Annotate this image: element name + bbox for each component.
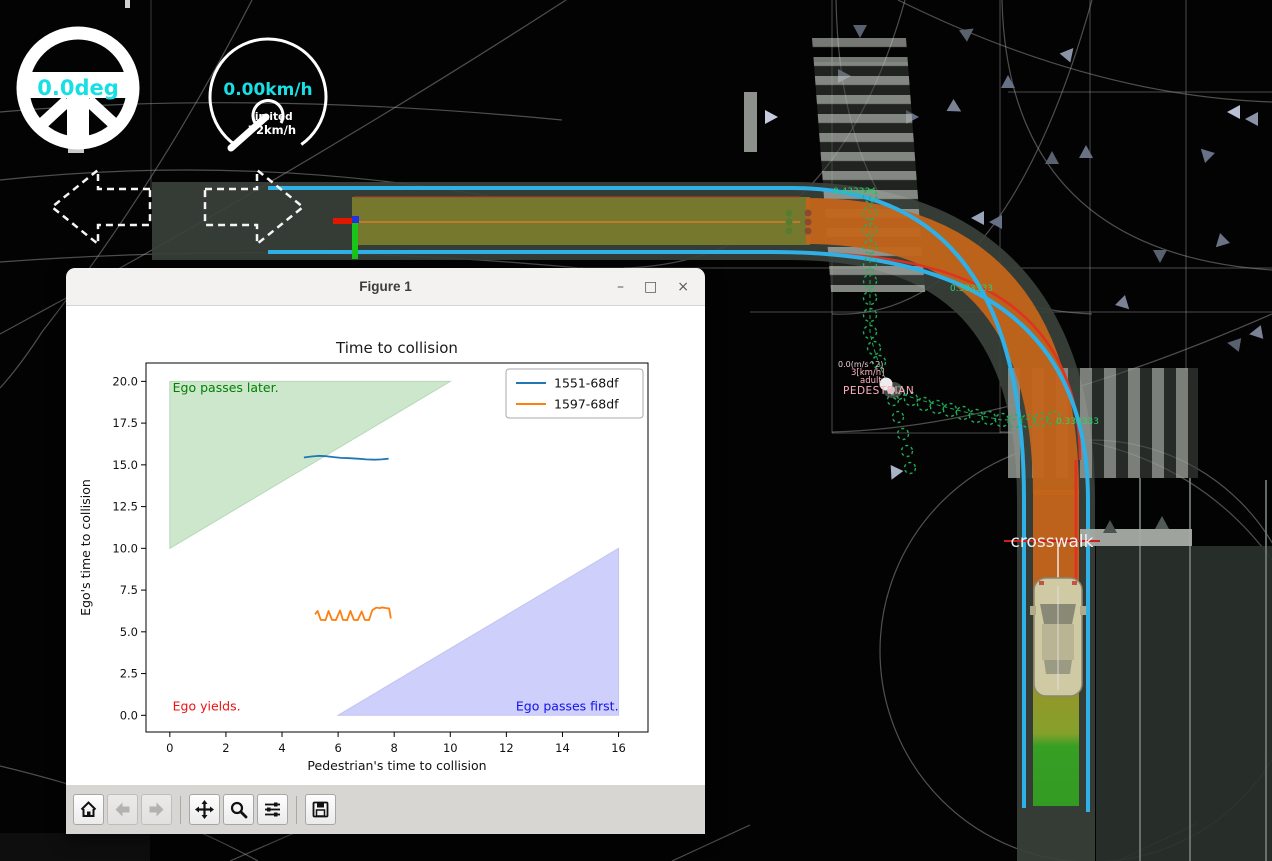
toolbar-home-button[interactable] [73, 794, 104, 825]
y-tick-label: 20.0 [112, 374, 138, 388]
y-tick-label: 5.0 [120, 625, 138, 639]
chart-title: Time to collision [335, 339, 458, 357]
plot-canvas[interactable]: Ego passes later. Ego yields. Ego passes f… [66, 306, 705, 785]
maximize-button[interactable]: □ [644, 278, 658, 295]
figure-window: Figure 1 – □ × Ego passes later. Ego yiel… [66, 268, 705, 834]
y-tick-label: 0.0 [120, 708, 138, 722]
home-icon [80, 801, 97, 817]
chart-series-1551-68df [303, 454, 389, 461]
x-tick-label: 6 [334, 741, 341, 755]
figure-toolbar [66, 785, 705, 834]
legend-entry-label: 1597-68df [554, 397, 619, 412]
toolbar-subplots-button[interactable] [257, 794, 288, 825]
y-tick-label: 12.5 [112, 500, 138, 514]
x-tick-label: 10 [443, 741, 458, 755]
background-texture [0, 0, 152, 861]
toolbar-separator [180, 795, 181, 824]
speedometer-gauge-icon [208, 37, 328, 146]
chart-region-ego-passes-first [336, 547, 620, 716]
ego-vehicle [1030, 545, 1086, 697]
pedestrian-type-label: adult [860, 376, 882, 386]
x-tick-label: 0 [166, 741, 173, 755]
crosswalk-label-group: crosswalk [1004, 532, 1100, 552]
chart-region-ego-passes-later [169, 380, 453, 550]
window-title: Figure 1 [359, 279, 412, 294]
ttc-label-right: 0.333333 [1056, 417, 1099, 427]
window-titlebar[interactable]: Figure 1 – □ × [66, 268, 705, 306]
x-tick-label: 8 [391, 741, 398, 755]
toolbar-zoom-button[interactable] [223, 794, 254, 825]
roadside-terrain [1080, 478, 1272, 861]
chart-annotation: Ego yields. [173, 698, 241, 713]
back-arrow-icon [115, 802, 130, 817]
minimize-button[interactable]: – [617, 278, 625, 295]
forward-arrow-icon [149, 802, 164, 817]
ttc-label-top: 0.433334 [833, 187, 876, 197]
x-axis-label: Pedestrian's time to collision [307, 758, 486, 773]
toolbar-save-button[interactable] [305, 794, 336, 825]
speedometer-needle [227, 113, 270, 152]
toolbar-forward-button[interactable] [141, 794, 172, 825]
y-tick-label: 10.0 [112, 541, 138, 555]
hud-steering-wheel: 0.0deg [16, 26, 140, 150]
ttc-value-labels: 0.433334 0.333333 0.333333 [833, 187, 1099, 427]
left-turn-signal-icon [50, 167, 152, 247]
legend-entry-label: 1551-68df [554, 376, 619, 391]
y-axis-label: Ego's time to collision [78, 479, 93, 616]
plot-frame [145, 362, 649, 733]
right-turn-signal-icon [203, 167, 305, 247]
toolbar-back-button[interactable] [107, 794, 138, 825]
speed-label: 0.00km/h [223, 80, 312, 100]
speed-limit-value: 72km/h [248, 123, 296, 137]
pedestrian-trajectory [862, 188, 1062, 475]
x-tick-label: 14 [555, 741, 570, 755]
close-button[interactable]: × [677, 278, 689, 295]
origin-axes-marker [333, 216, 359, 259]
hud-turn-signals [50, 167, 305, 247]
speed-limit-label: limited [251, 111, 292, 123]
chart-series-1597-68df [314, 606, 392, 622]
y-tick-label: 2.5 [120, 667, 138, 681]
y-tick-label: 7.5 [120, 583, 138, 597]
steering-angle-label: 0.0deg [37, 76, 119, 100]
toolbar-pan-button[interactable] [189, 794, 220, 825]
pedestrian-marker: 0.0(m/s^2) 3[km/h] adult PEDESTRIAN [838, 360, 914, 398]
magnifier-icon [230, 801, 248, 819]
chart-annotation: Ego passes later. [173, 380, 279, 395]
toolbar-separator [296, 795, 297, 824]
x-tick-label: 4 [278, 741, 285, 755]
crosswalk-label: crosswalk [1011, 532, 1094, 552]
x-tick-label: 16 [611, 741, 626, 755]
x-tick-label: 2 [222, 741, 229, 755]
road-markers [744, 92, 812, 235]
chart-legend [505, 368, 644, 419]
pedestrian-name-label: PEDESTRIAN [843, 385, 914, 397]
pan-icon [195, 800, 214, 819]
chart-annotation: Ego passes first. [516, 698, 619, 713]
sliders-icon [265, 802, 280, 817]
y-tick-label: 17.5 [112, 416, 138, 430]
ttc-label-mid: 0.333333 [950, 284, 993, 294]
y-tick-label: 15.0 [112, 458, 138, 472]
road-grid-lines [580, 0, 1272, 434]
pedestrian-speed-label: 3[km/h] [851, 368, 885, 378]
hud-speedometer: 0.00km/h limited 72km/h [208, 37, 328, 152]
pedestrian-accel-label: 0.0(m/s^2) [838, 360, 883, 369]
x-tick-label: 12 [499, 741, 514, 755]
save-floppy-icon [312, 801, 329, 818]
